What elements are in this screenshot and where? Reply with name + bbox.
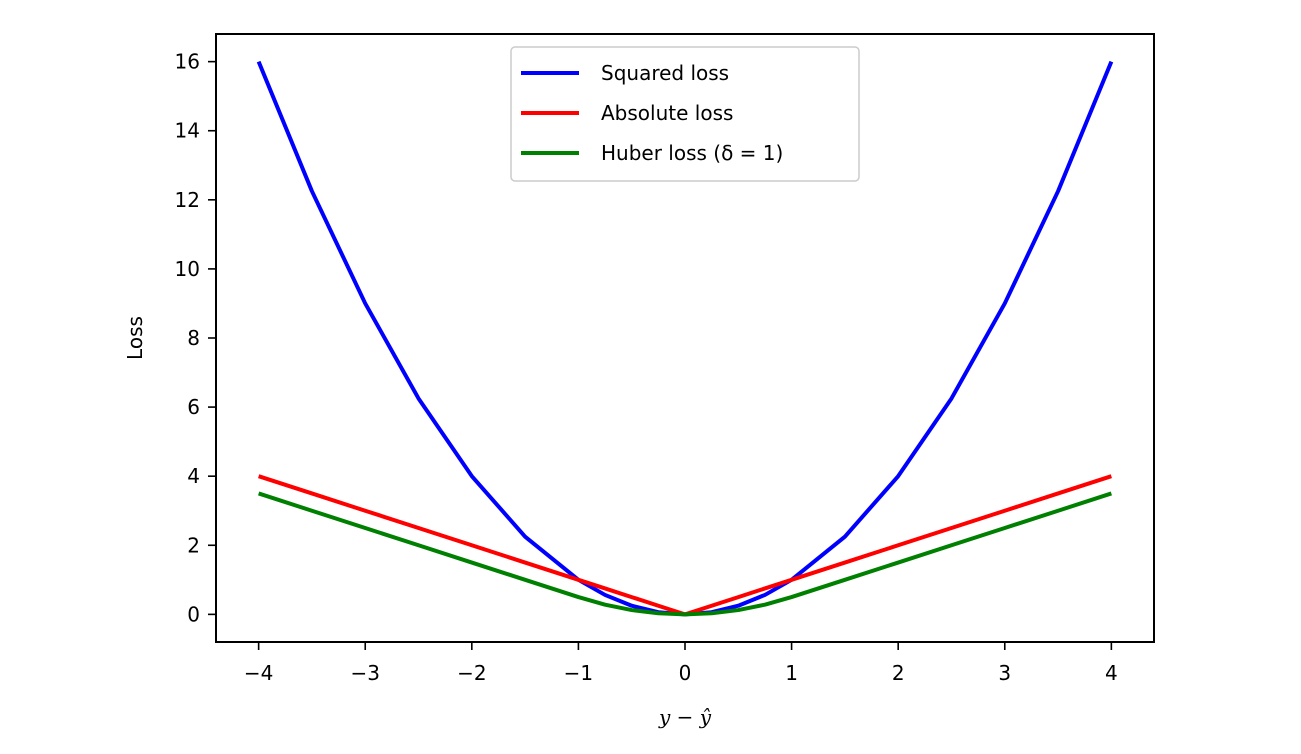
x-tick-label: 2 <box>892 661 905 685</box>
y-tick-label: 10 <box>175 257 200 281</box>
x-tick-label: 1 <box>785 661 798 685</box>
legend-items: Squared loss Absolute loss Huber loss (δ =… <box>521 61 783 165</box>
x-tick-label: −1 <box>564 661 593 685</box>
y-tick-label: 16 <box>175 50 200 74</box>
legend-label-1: Squared loss <box>601 61 729 85</box>
x-tick-label: 4 <box>1105 661 1118 685</box>
legend-label-3: Huber loss (δ = 1) <box>601 141 783 165</box>
x-tick-label: −4 <box>244 661 273 685</box>
x-axis-ticks: −4 −3 −2 −1 0 1 2 3 4 <box>244 642 1118 685</box>
x-tick-label: −3 <box>350 661 379 685</box>
y-tick-label: 12 <box>175 188 200 212</box>
x-tick-label: −2 <box>457 661 486 685</box>
legend-box <box>510 46 860 182</box>
x-axis-label: y − ŷ <box>658 705 712 729</box>
x-tick-label: 0 <box>679 661 692 685</box>
x-tick-label: 3 <box>998 661 1011 685</box>
y-tick-label: 6 <box>187 395 200 419</box>
y-tick-label: 14 <box>175 119 200 143</box>
legend-label-2: Absolute loss <box>601 101 733 125</box>
legend: Squared loss Absolute loss Huber loss (δ =… <box>510 46 860 182</box>
y-tick-label: 0 <box>187 602 200 626</box>
series-layer <box>256 60 1114 617</box>
y-tick-label: 2 <box>187 533 200 557</box>
series-line-3 <box>258 491 1112 617</box>
y-tick-label: 4 <box>187 464 200 488</box>
plot-area-frame <box>215 33 1155 643</box>
y-tick-label: 8 <box>187 326 200 350</box>
y-axis-ticks: 0 2 4 6 8 10 12 14 16 <box>175 50 216 626</box>
y-axis-label: Loss <box>123 316 147 360</box>
